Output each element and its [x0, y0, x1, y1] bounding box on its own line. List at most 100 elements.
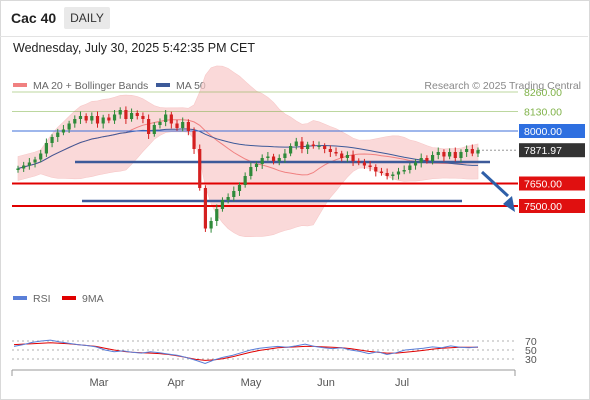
- price-tag-7500-00-box: [519, 199, 585, 213]
- ma20-swatch: [13, 83, 27, 88]
- candle-body: [476, 150, 480, 154]
- candle-body: [16, 168, 20, 170]
- price-tag-8260-00: 8260.00: [524, 87, 562, 99]
- candle-body: [448, 152, 452, 157]
- candle-body: [107, 117, 111, 121]
- candle-body: [198, 149, 202, 188]
- candle-body: [147, 119, 151, 134]
- rsi-label: RSI: [33, 293, 51, 305]
- candle-body: [22, 165, 26, 169]
- candle-body: [158, 122, 162, 125]
- ma9-label: 9MA: [82, 293, 104, 305]
- candle-body: [277, 158, 281, 161]
- rsi-tick-50: 50: [525, 345, 537, 357]
- candle-body: [374, 167, 378, 172]
- forecast-arrow-shaft: [480, 170, 510, 198]
- candle-body: [124, 110, 128, 119]
- price-tag-7871-97: 7871.97: [524, 145, 562, 157]
- candle-body: [408, 165, 412, 170]
- price-tag-7650-00-box: [519, 176, 585, 191]
- price-tag-7650-00: 7650.00: [524, 179, 562, 191]
- rsi-tick-70: 70: [525, 336, 537, 348]
- symbol-title: Cac 40: [11, 10, 57, 26]
- candle-body: [351, 155, 355, 161]
- timestamp: Wednesday, July 30, 2025 5:42:35 PM CET: [13, 41, 256, 55]
- candle-body: [402, 170, 406, 172]
- candle-body: [95, 116, 100, 124]
- candle-body: [334, 152, 338, 154]
- price-tag-8000-00: 8000.00: [524, 126, 562, 138]
- x-label-apr: Apr: [167, 377, 184, 389]
- legend-9ma: 9MA: [62, 293, 104, 305]
- candle-body: [306, 144, 310, 149]
- candle-body: [419, 158, 423, 163]
- candle-body: [340, 153, 344, 158]
- x-label-mar: Mar: [90, 377, 109, 389]
- candle-body: [288, 146, 293, 154]
- candle-body: [39, 153, 43, 160]
- candle-body: [192, 131, 196, 149]
- research-credit: Research © 2025 Trading Central: [424, 80, 581, 92]
- candle-body: [135, 113, 139, 116]
- x-label-jun: Jun: [317, 377, 335, 389]
- candle-body: [413, 162, 418, 166]
- candle-body: [56, 132, 60, 137]
- candle-body: [362, 162, 367, 166]
- candle-body: [442, 152, 446, 157]
- price-tag-8000-00-box: [519, 124, 585, 138]
- candle-body: [323, 146, 327, 149]
- candle-body: [169, 114, 173, 124]
- candle-body: [254, 164, 259, 167]
- candle-body: [249, 167, 253, 176]
- candle-body: [44, 143, 48, 154]
- candle-body: [203, 188, 208, 229]
- candle-body: [112, 114, 117, 121]
- ma9-swatch: [62, 296, 76, 301]
- candle-body: [78, 116, 83, 119]
- candle-body: [459, 152, 463, 158]
- candle-body: [181, 122, 185, 128]
- rsi-swatch: [13, 296, 27, 301]
- candle-body: [294, 141, 298, 146]
- candle-body: [328, 149, 332, 152]
- candle-body: [283, 153, 287, 158]
- candle-body: [84, 116, 88, 121]
- price-tag-7871-97-box: [519, 143, 585, 158]
- candle-body: [152, 125, 156, 134]
- candle-body: [300, 141, 304, 149]
- candle-body: [430, 155, 435, 161]
- candle-body: [101, 117, 105, 124]
- candle-body: [186, 122, 190, 131]
- candle-body: [243, 176, 247, 185]
- ma50-label: MA 50: [176, 80, 206, 92]
- bollinger-band: [17, 65, 479, 237]
- rsi-tick-30: 30: [525, 354, 537, 366]
- candle-body: [379, 171, 384, 173]
- candles: [16, 106, 480, 233]
- price-tag-8130-00: 8130.00: [524, 107, 562, 119]
- forecast-arrow-head: [503, 196, 515, 212]
- x-label-jul: Jul: [395, 377, 409, 389]
- price-tag-7500-00: 7500.00: [524, 201, 562, 213]
- candle-body: [215, 209, 219, 221]
- candle-body: [470, 149, 474, 154]
- candle-body: [425, 158, 429, 161]
- candle-body: [175, 123, 179, 128]
- candle-body: [61, 129, 66, 133]
- legend-ma20: MA 20 + Bollinger Bands: [13, 80, 148, 92]
- candle-body: [220, 200, 225, 209]
- candle-body: [90, 116, 94, 121]
- candle-body: [368, 165, 372, 167]
- timeframe-button[interactable]: DAILY: [64, 7, 110, 29]
- candle-body: [129, 113, 134, 119]
- candle-body: [164, 114, 168, 122]
- candle-body: [232, 191, 236, 197]
- candle-body: [465, 149, 469, 152]
- legend-ma50: MA 50: [156, 80, 206, 92]
- ma50-swatch: [156, 83, 170, 88]
- rsi-line: [13, 339, 479, 365]
- candle-body: [385, 173, 389, 176]
- candle-body: [391, 174, 395, 176]
- candle-body: [141, 116, 145, 119]
